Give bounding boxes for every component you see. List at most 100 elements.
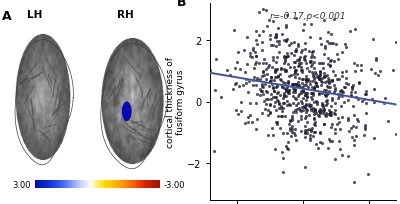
Point (312, 108, 318, 111)
Point (307, 83, 313, 86)
Point (289, 119, 295, 122)
Point (300, 105, 307, 108)
Point (300, 29, 306, 32)
Point (296, 77, 302, 80)
Point (258, 111, 265, 115)
Point (381, 102, 388, 105)
Point (336, 94, 342, 98)
Point (350, 105, 356, 108)
Point (302, 48, 308, 51)
Point (285, 141, 291, 144)
Point (213, 58, 220, 61)
Point (272, 148, 278, 151)
Point (317, 71, 323, 74)
Point (272, 95, 278, 99)
Point (292, 96, 298, 100)
Point (291, 76, 298, 79)
Point (278, 85, 285, 88)
Point (274, 123, 280, 126)
Point (339, 90, 346, 93)
Point (329, 97, 335, 100)
Point (325, 92, 331, 95)
Point (295, 95, 301, 98)
Point (316, 78, 323, 82)
Point (307, 96, 314, 100)
Point (306, 134, 313, 137)
Point (308, 80, 315, 83)
Point (212, 89, 218, 92)
Point (304, 129, 311, 132)
Point (330, 60, 337, 63)
Point (336, 78, 343, 81)
Point (292, 88, 298, 91)
Point (312, 123, 318, 127)
Point (235, 113, 242, 116)
Point (292, 71, 298, 74)
Point (278, 114, 284, 118)
Point (268, 76, 274, 80)
Point (290, 54, 297, 57)
Point (302, 125, 308, 128)
Point (320, 123, 327, 126)
Point (264, 98, 271, 102)
Point (348, 127, 354, 130)
Point (316, 114, 322, 118)
Point (323, 115, 329, 118)
Y-axis label: cortical thickness of
fusiform gyrus: cortical thickness of fusiform gyrus (166, 57, 186, 147)
Point (308, 104, 314, 108)
Point (314, 76, 320, 80)
Point (245, 121, 251, 124)
Point (323, 104, 329, 107)
Point (350, 144, 357, 147)
Point (292, 138, 299, 141)
Point (272, 45, 279, 48)
Point (288, 135, 294, 138)
Point (295, 58, 302, 62)
Point (361, 98, 367, 101)
Point (267, 98, 274, 101)
Point (301, 91, 307, 94)
Point (286, 129, 293, 132)
Point (269, 127, 275, 130)
Point (311, 113, 318, 116)
Point (287, 120, 293, 123)
Point (294, 101, 301, 105)
Point (298, 118, 304, 121)
Point (207, 69, 214, 73)
Point (248, 121, 255, 124)
Point (321, 76, 327, 80)
Point (263, 78, 269, 81)
Point (240, 84, 246, 87)
Point (341, 86, 347, 89)
Point (332, 109, 339, 112)
Point (270, 44, 276, 47)
Point (275, 114, 281, 118)
Point (343, 46, 350, 49)
Point (328, 80, 335, 83)
Point (277, 94, 283, 98)
Point (282, 58, 288, 61)
Point (306, 113, 312, 117)
Point (257, 78, 263, 81)
Point (302, 60, 308, 63)
Point (289, 117, 296, 120)
Point (324, 80, 330, 83)
Point (325, 113, 332, 116)
Point (259, 49, 265, 52)
Point (252, 102, 259, 105)
Point (291, 41, 297, 45)
Point (352, 70, 358, 73)
Point (285, 82, 291, 85)
Point (294, 108, 300, 111)
Point (348, 93, 354, 97)
Point (308, 23, 314, 27)
Point (284, 52, 291, 56)
Point (270, 95, 276, 99)
Point (260, 100, 267, 103)
Point (333, 43, 340, 47)
Point (276, 43, 282, 46)
Point (262, 83, 268, 86)
Point (283, 56, 290, 59)
Point (289, 131, 296, 134)
Point (382, 97, 388, 100)
